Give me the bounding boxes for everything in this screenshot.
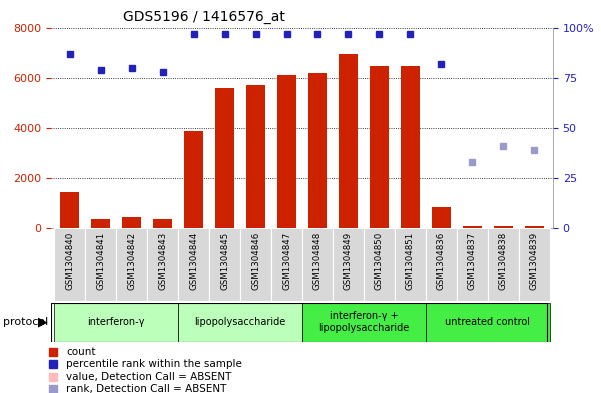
Bar — [277, 75, 296, 228]
Bar — [54, 303, 178, 342]
Bar — [302, 228, 333, 301]
Bar — [147, 228, 178, 301]
Text: GSM1304845: GSM1304845 — [220, 231, 229, 290]
Text: GSM1304841: GSM1304841 — [96, 231, 105, 290]
Text: GSM1304843: GSM1304843 — [158, 231, 167, 290]
Bar — [185, 132, 203, 228]
Text: GSM1304850: GSM1304850 — [375, 231, 384, 290]
Text: interferon-γ +
lipopolysaccharide: interferon-γ + lipopolysaccharide — [319, 312, 410, 333]
Bar — [240, 228, 271, 301]
Bar — [494, 226, 513, 228]
Bar — [395, 228, 426, 301]
Bar — [463, 226, 481, 228]
Bar — [85, 228, 116, 301]
Text: GSM1304839: GSM1304839 — [530, 231, 539, 290]
Text: lipopolysaccharide: lipopolysaccharide — [194, 317, 285, 327]
Bar — [426, 303, 550, 342]
Text: GSM1304840: GSM1304840 — [65, 231, 74, 290]
Text: GDS5196 / 1416576_at: GDS5196 / 1416576_at — [123, 10, 285, 24]
Text: GSM1304847: GSM1304847 — [282, 231, 291, 290]
Text: interferon-γ: interferon-γ — [87, 317, 145, 327]
Text: percentile rank within the sample: percentile rank within the sample — [66, 360, 242, 369]
Bar — [271, 228, 302, 301]
Bar — [519, 228, 550, 301]
Bar — [457, 228, 488, 301]
Bar — [339, 54, 358, 228]
Text: protocol: protocol — [3, 317, 48, 327]
Bar — [426, 228, 457, 301]
Bar — [401, 66, 419, 228]
Text: GSM1304836: GSM1304836 — [437, 231, 446, 290]
Bar — [308, 73, 327, 228]
Bar — [60, 192, 79, 228]
Text: count: count — [66, 347, 96, 357]
Text: rank, Detection Call = ABSENT: rank, Detection Call = ABSENT — [66, 384, 227, 393]
Bar — [116, 228, 147, 301]
Bar — [246, 85, 265, 228]
Text: GSM1304838: GSM1304838 — [499, 231, 508, 290]
Bar — [364, 228, 395, 301]
Text: ▶: ▶ — [38, 316, 47, 329]
Bar — [178, 228, 209, 301]
Text: GSM1304846: GSM1304846 — [251, 231, 260, 290]
Bar — [209, 228, 240, 301]
Text: GSM1304848: GSM1304848 — [313, 231, 322, 290]
Bar — [153, 219, 172, 228]
Text: GSM1304844: GSM1304844 — [189, 231, 198, 290]
Bar — [370, 66, 389, 228]
Bar — [488, 228, 519, 301]
Text: GSM1304837: GSM1304837 — [468, 231, 477, 290]
Bar — [525, 226, 544, 228]
Bar — [178, 303, 302, 342]
Text: value, Detection Call = ABSENT: value, Detection Call = ABSENT — [66, 371, 231, 382]
Bar — [432, 208, 451, 228]
Bar — [123, 217, 141, 228]
Bar — [91, 219, 110, 228]
Bar — [215, 88, 234, 228]
Text: GSM1304851: GSM1304851 — [406, 231, 415, 290]
Text: GSM1304842: GSM1304842 — [127, 231, 136, 290]
Bar — [302, 303, 426, 342]
Bar — [333, 228, 364, 301]
Text: GSM1304849: GSM1304849 — [344, 231, 353, 290]
Bar — [54, 228, 85, 301]
Text: untreated control: untreated control — [445, 317, 530, 327]
